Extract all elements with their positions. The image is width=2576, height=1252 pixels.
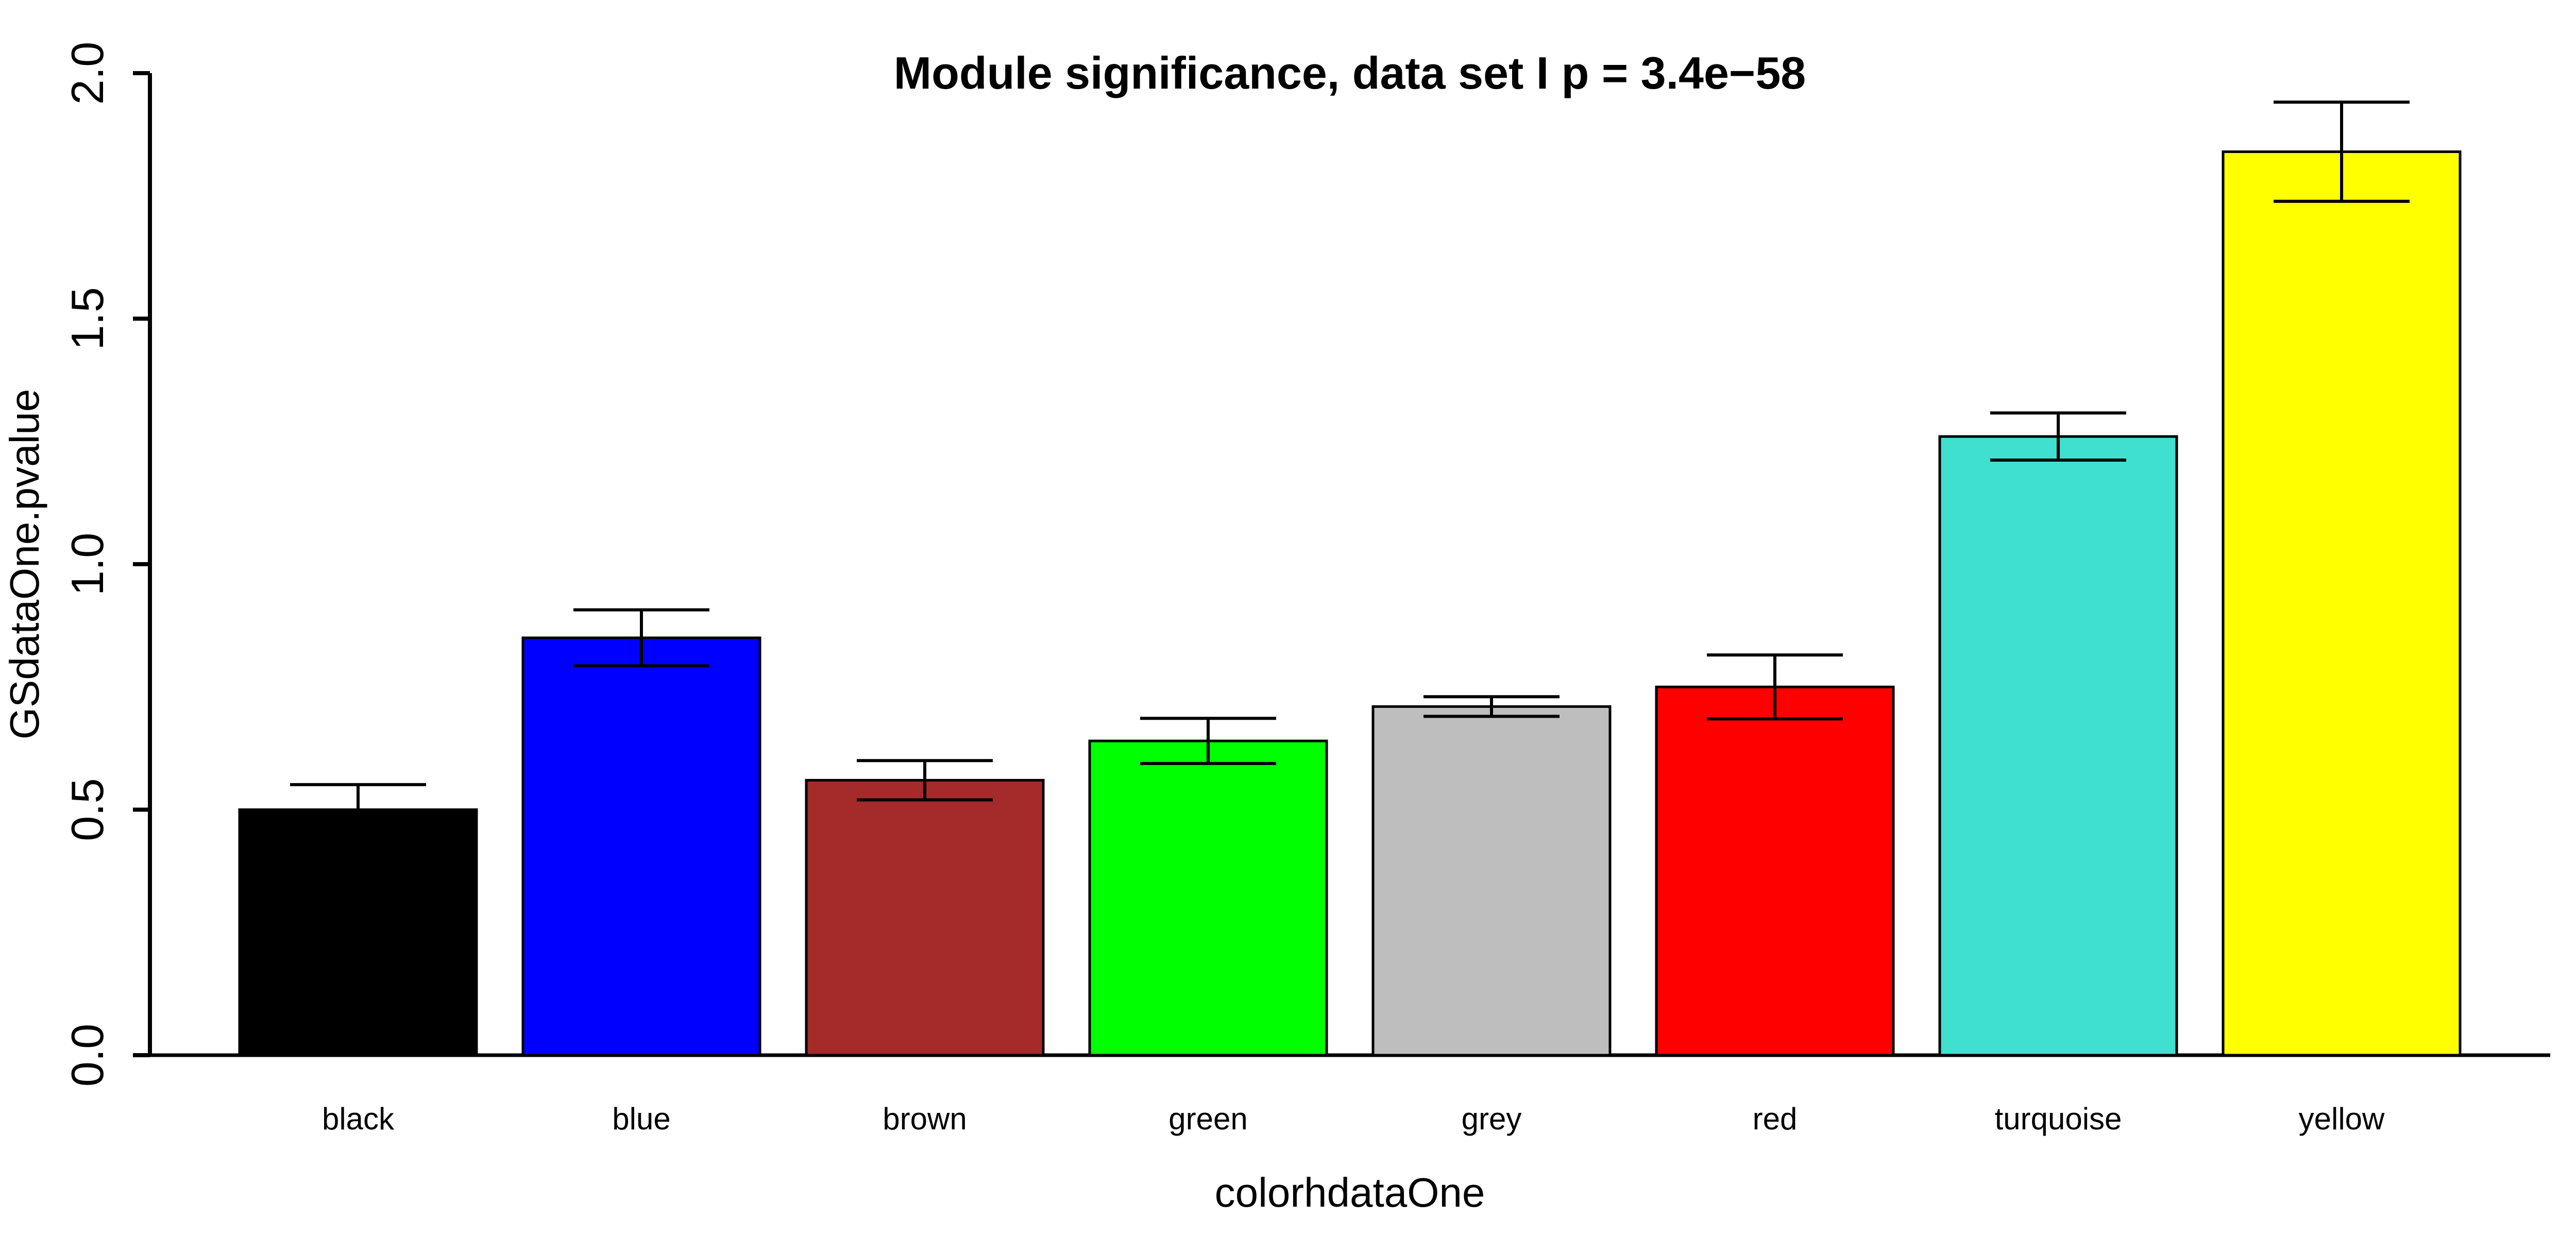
chart-title: Module significance, data set I p = 3.4e…	[894, 47, 1806, 98]
x-category-label-brown: brown	[883, 1102, 967, 1136]
category-labels: black blue brown green grey red turquoise yello…	[322, 1102, 2385, 1136]
x-category-label-yellow: yellow	[2299, 1102, 2385, 1136]
x-category-label-green: green	[1168, 1102, 1247, 1136]
bar-brown	[805, 779, 1045, 1057]
y-tick-label: 0.5	[62, 778, 113, 841]
y-axis-title: GSdataOne.pvalue	[2, 389, 47, 739]
x-category-label-blue: blue	[612, 1102, 670, 1136]
x-category-label-red: red	[1753, 1102, 1798, 1136]
x-axis-title: colorhdataOne	[1215, 1170, 1485, 1215]
bar-red	[1655, 685, 1895, 1057]
error-bars	[290, 100, 2410, 837]
y-tick-label: 2.0	[62, 42, 113, 105]
bar-turquoise	[1938, 435, 2178, 1057]
bars	[238, 150, 2462, 1057]
y-tick-label: 0.0	[62, 1024, 113, 1087]
bar-grey	[1371, 705, 1612, 1057]
bar-black	[238, 808, 478, 1057]
x-category-label-black: black	[322, 1102, 395, 1136]
bar-green	[1088, 739, 1328, 1057]
y-tick-label: 1.0	[62, 533, 113, 596]
x-category-label-turquoise: turquoise	[1995, 1102, 2122, 1136]
bar-blue	[521, 636, 761, 1057]
bar-yellow	[2222, 150, 2462, 1057]
x-category-label-grey: grey	[1462, 1102, 1522, 1136]
y-tick-label: 1.5	[62, 287, 113, 350]
